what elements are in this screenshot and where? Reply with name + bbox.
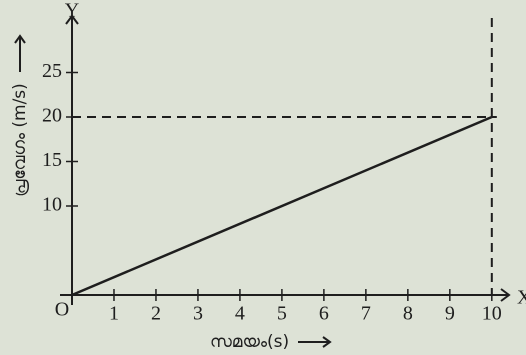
y-tick-label: 20 <box>42 105 62 127</box>
y-tick-label: 15 <box>42 149 62 171</box>
x-tick-label: 9 <box>445 303 455 325</box>
y-axis-label: പ്രവേഗം (m/s) <box>10 83 30 197</box>
y-tick-label: 25 <box>42 60 62 82</box>
x-tick-label: 2 <box>151 303 161 325</box>
y-tick-label: 10 <box>42 194 62 216</box>
x-tick-label: 7 <box>361 303 371 325</box>
origin-label: O <box>55 299 69 321</box>
x-tick-label: 4 <box>235 303 245 325</box>
x-axis-name: X <box>517 287 526 309</box>
x-tick-label: 3 <box>193 303 203 325</box>
x-axis-label: സമയം(s) <box>210 332 289 352</box>
x-tick-label: 5 <box>277 303 287 325</box>
x-tick-label: 8 <box>403 303 413 325</box>
x-tick-label: 10 <box>482 303 502 325</box>
x-tick-label: 6 <box>319 303 329 325</box>
y-axis-name: Y <box>65 0 79 22</box>
x-tick-label: 1 <box>109 303 119 325</box>
chart: Y X O 1 2 3 4 5 6 7 8 9 10 10 15 20 25 സമയം(s) പ്രവേഗം (m/… <box>0 0 526 355</box>
